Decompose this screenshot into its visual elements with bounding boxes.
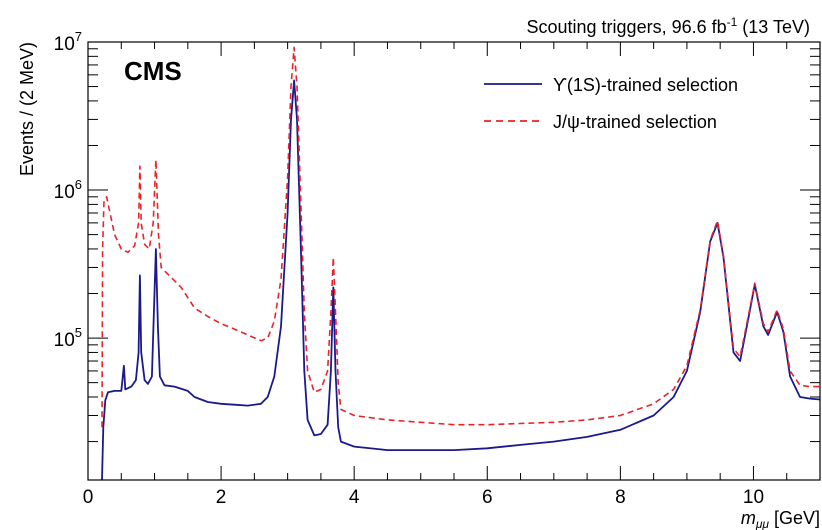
legend-label-jpsi: J/ψ-trained selection [553,112,717,132]
y-axis-title: Events / (2 MeV) [17,42,37,176]
y-tick-label: 107 [54,29,82,55]
y-tick-label: 106 [54,177,82,203]
legend-label-upsilon: ϒ(1S)-trained selection [553,75,738,95]
axis-layer: 0 2 4 6 8 10 105 106 107 [54,29,821,508]
x-tick-label: 8 [615,487,626,508]
luminosity-label: Scouting triggers, 96.6 fb-1 (13 TeV) [527,15,811,37]
x-tick-label: 0 [83,487,94,508]
legend: ϒ(1S)-trained selection J/ψ-trained sele… [484,75,738,132]
x-tick-label: 10 [743,487,764,508]
series-layer [101,46,821,481]
x-tick-label: 2 [216,487,227,508]
experiment-label: CMS [124,56,182,86]
x-tick-label: 4 [349,487,360,508]
y-tick-label: 105 [54,325,82,351]
x-axis-title: mμμ [GeV] [741,508,820,530]
x-tick-label: 6 [482,487,493,508]
